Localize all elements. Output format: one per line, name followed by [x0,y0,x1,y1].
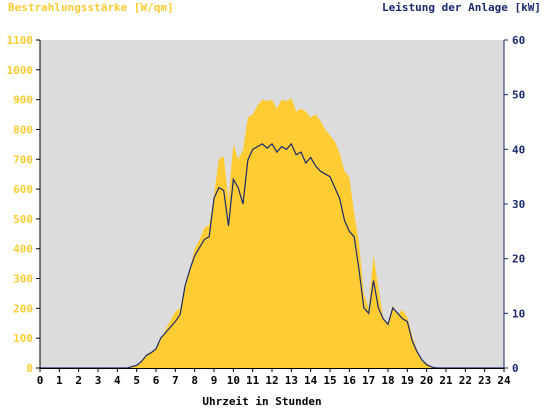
right-axis-title: Leistung der Anlage [kW] [382,1,541,14]
x-tick-label: 20 [420,374,433,387]
x-tick-label: 24 [497,374,511,387]
left-tick-label: 400 [13,243,33,256]
left-axis-title: Bestrahlungsstärke [W/qm] [8,1,174,14]
x-tick-label: 12 [265,374,278,387]
x-tick-label: 10 [227,374,240,387]
x-tick-label: 5 [133,374,140,387]
x-tick-label: 2 [75,374,82,387]
left-tick-label: 0 [26,362,33,375]
x-tick-label: 11 [246,374,260,387]
x-tick-label: 8 [191,374,198,387]
x-tick-label: 19 [401,374,414,387]
x-tick-label: 17 [362,374,375,387]
x-tick-label: 22 [459,374,472,387]
x-tick-label: 18 [381,374,394,387]
x-tick-label: 14 [304,374,318,387]
irradiance-area-layer [40,98,504,369]
x-tick-label: 7 [172,374,179,387]
x-tick-label: 21 [439,374,453,387]
right-tick-label: 20 [512,253,525,266]
x-tick-label: 4 [114,374,121,387]
left-tick-label: 700 [13,153,33,166]
right-tick-label: 40 [512,143,525,156]
left-tick-label: 200 [13,302,33,315]
x-tick-label: 15 [323,374,336,387]
left-tick-label: 300 [13,273,33,286]
x-axis-title: Uhrzeit in Stunden [202,395,321,408]
left-tick-label: 600 [13,183,33,196]
left-tick-label: 900 [13,94,33,107]
x-tick-label: 9 [211,374,218,387]
x-tick-label: 13 [285,374,298,387]
right-tick-label: 10 [512,307,525,320]
x-axis-ticks: 0 1 2 3 4 5 6 7 8 9 10 11 12 13 14 15 16 17 18 19 20 21 22 23 24 [37,368,511,387]
left-tick-label: 100 [13,332,33,345]
left-axis-ticks: 0 100 200 300 400 500 600 700 800 900 1000 1100 [7,34,40,375]
left-tick-label: 1000 [7,64,34,77]
power-line [40,142,504,369]
right-tick-label: 60 [512,34,525,47]
left-tick-label: 800 [13,123,33,136]
power-line-layer [40,142,504,369]
right-axis-ticks: 0 10 20 30 40 50 60 [504,34,525,375]
x-tick-label: 0 [37,374,44,387]
x-tick-label: 6 [153,374,160,387]
right-tick-label: 50 [512,89,525,102]
left-tick-label: 500 [13,213,33,226]
left-tick-label: 1100 [7,34,34,47]
right-tick-label: 0 [512,362,519,375]
x-tick-label: 23 [478,374,491,387]
irradiance-area [40,98,504,369]
x-tick-label: 1 [56,374,63,387]
x-tick-label: 3 [95,374,102,387]
x-tick-label: 16 [343,374,357,387]
right-tick-label: 30 [512,198,525,211]
